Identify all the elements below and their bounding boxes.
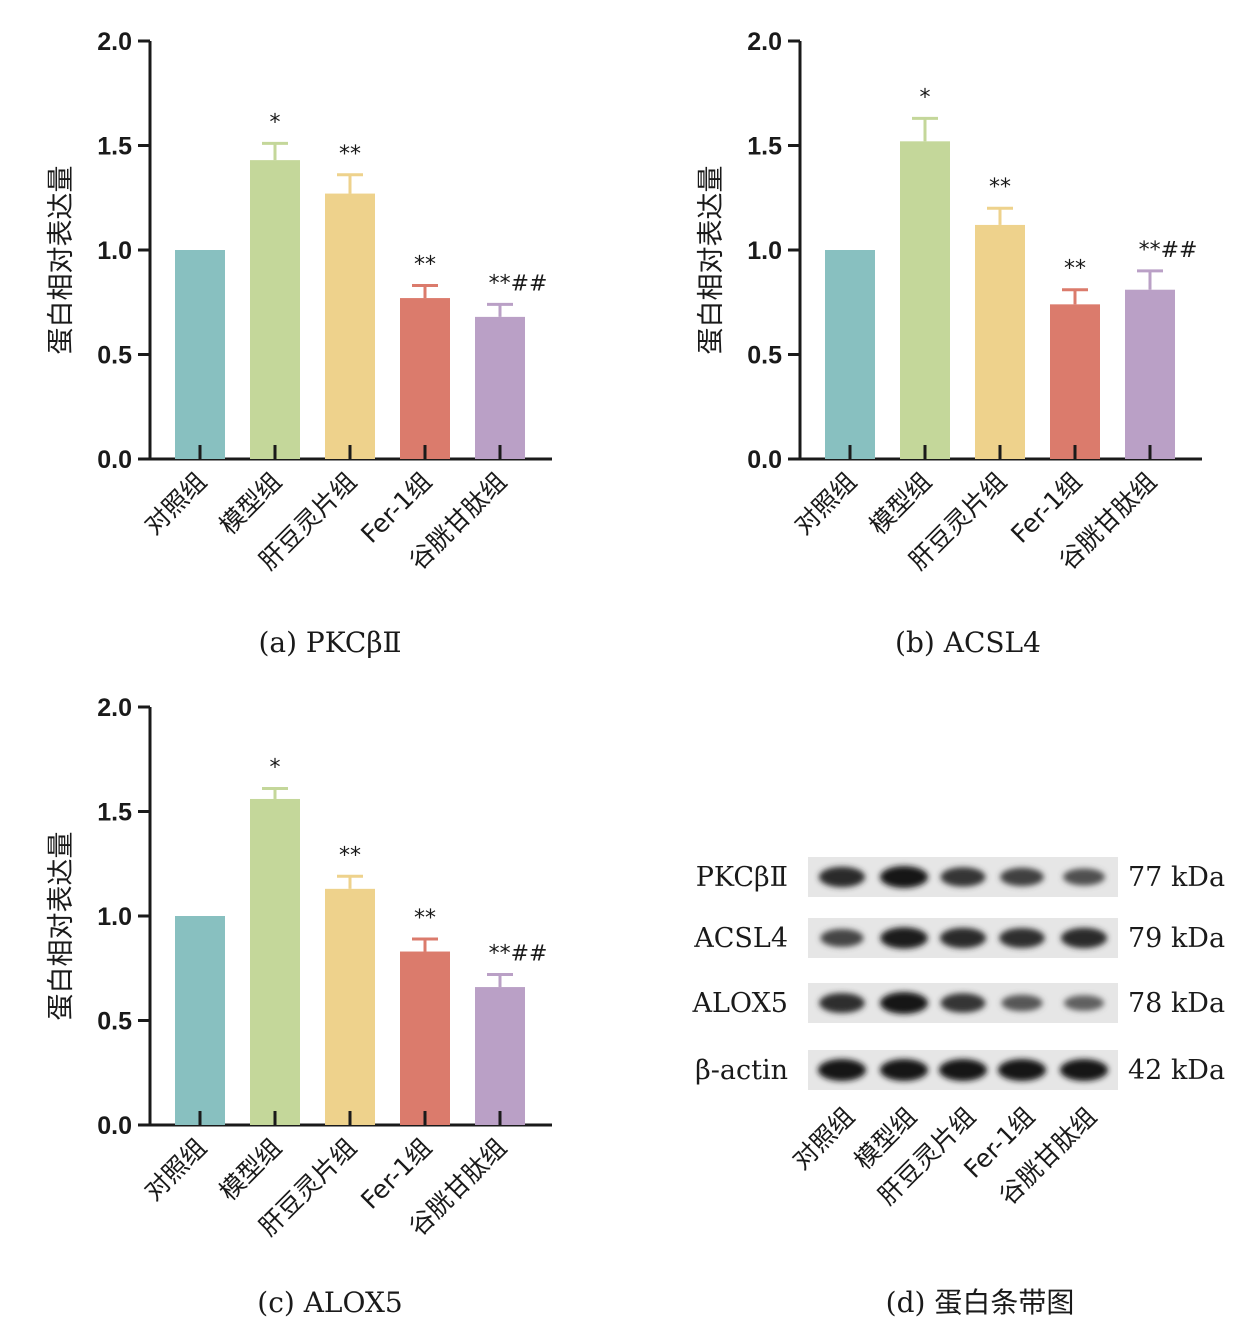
y-tick-label: 1.0 bbox=[97, 903, 132, 931]
blot-lane-label: 对照组 bbox=[787, 1102, 861, 1176]
chart-panel-0: 0.00.51.01.52.0蛋白相对表达量对照组*模型组**肝豆灵片组**Fe… bbox=[46, 28, 552, 659]
y-axis-label: 蛋白相对表达量 bbox=[46, 166, 77, 355]
bar-4 bbox=[475, 987, 525, 1125]
y-tick-label: 1.0 bbox=[97, 237, 132, 265]
y-tick-label: 0.5 bbox=[97, 1008, 132, 1036]
y-tick-label: 2.0 bbox=[97, 28, 132, 56]
blot-protein-label: ALOX5 bbox=[692, 988, 789, 1019]
panel-caption: (a) PKCβⅡ bbox=[258, 626, 401, 659]
blot-protein-label: PKCβⅡ bbox=[696, 862, 788, 893]
y-tick-label: 1.5 bbox=[97, 799, 132, 827]
x-tick-label: 对照组 bbox=[139, 1133, 213, 1207]
x-tick-label: 对照组 bbox=[789, 467, 863, 541]
blot-size-label: 79 kDa bbox=[1128, 923, 1225, 954]
bar-0 bbox=[175, 916, 225, 1125]
y-tick-label: 2.0 bbox=[97, 694, 132, 722]
significance-label: ** bbox=[339, 843, 361, 868]
y-tick-label: 1.5 bbox=[97, 133, 132, 161]
blot-size-label: 78 kDa bbox=[1128, 988, 1225, 1019]
blot-band bbox=[1063, 868, 1105, 886]
y-axis-label: 蛋白相对表达量 bbox=[696, 166, 727, 355]
blot-band bbox=[998, 1059, 1046, 1081]
blot-protein-label: ACSL4 bbox=[693, 923, 788, 954]
blot-band bbox=[818, 866, 866, 888]
bar-4 bbox=[475, 316, 525, 459]
bar-1 bbox=[900, 141, 950, 459]
bar-3 bbox=[400, 951, 450, 1125]
y-tick-label: 0.5 bbox=[747, 342, 782, 370]
blot-band bbox=[880, 992, 928, 1014]
significance-label: ** bbox=[414, 906, 436, 931]
panel-caption: (c) ALOX5 bbox=[257, 1286, 402, 1319]
x-tick-label: 模型组 bbox=[864, 467, 938, 541]
blot-band bbox=[1001, 994, 1043, 1012]
y-tick-label: 0.0 bbox=[97, 1112, 132, 1140]
bar-2 bbox=[325, 888, 375, 1125]
significance-label: ** bbox=[1064, 257, 1086, 282]
bar-2 bbox=[975, 224, 1025, 459]
bar-4 bbox=[1125, 289, 1175, 459]
y-tick-label: 1.0 bbox=[747, 237, 782, 265]
blot-size-label: 77 kDa bbox=[1128, 862, 1225, 893]
chart-panel-2: 0.00.51.01.52.0蛋白相对表达量对照组*模型组**肝豆灵片组**Fe… bbox=[46, 694, 552, 1319]
blot-band bbox=[939, 1059, 987, 1081]
chart-panel-1: 0.00.51.01.52.0蛋白相对表达量对照组*模型组**肝豆灵片组**Fe… bbox=[696, 28, 1202, 659]
x-tick-label: 对照组 bbox=[139, 467, 213, 541]
blot-band bbox=[818, 1059, 866, 1081]
bar-2 bbox=[325, 193, 375, 459]
panel-caption: (d) 蛋白条带图 bbox=[886, 1286, 1075, 1319]
blot-band bbox=[820, 928, 864, 948]
x-tick-label: 模型组 bbox=[214, 467, 288, 541]
blot-band bbox=[1060, 1059, 1108, 1081]
blot-protein-label: β-actin bbox=[695, 1055, 788, 1086]
x-tick-label: 模型组 bbox=[214, 1133, 288, 1207]
blot-band bbox=[940, 993, 986, 1013]
y-tick-label: 0.0 bbox=[747, 446, 782, 474]
y-tick-label: 0.0 bbox=[97, 446, 132, 474]
bar-1 bbox=[250, 798, 300, 1125]
y-tick-label: 1.5 bbox=[747, 133, 782, 161]
significance-label: ** bbox=[414, 253, 436, 278]
blot-size-label: 42 kDa bbox=[1128, 1055, 1225, 1086]
bar-0 bbox=[825, 250, 875, 459]
blot-band bbox=[999, 927, 1045, 949]
blot-band bbox=[880, 1059, 928, 1081]
blot-band bbox=[880, 866, 928, 888]
significance-label: * bbox=[270, 756, 281, 781]
blot-band bbox=[819, 992, 865, 1014]
blot-band bbox=[940, 867, 986, 887]
blot-band bbox=[1060, 927, 1108, 949]
blot-band bbox=[1063, 995, 1105, 1011]
bar-0 bbox=[175, 250, 225, 459]
bar-3 bbox=[1050, 304, 1100, 459]
blot-band bbox=[939, 927, 987, 949]
significance-label: * bbox=[920, 85, 931, 110]
panel-caption: (b) ACSL4 bbox=[895, 626, 1041, 659]
y-tick-label: 2.0 bbox=[747, 28, 782, 56]
significance-label: ** bbox=[339, 142, 361, 167]
significance-label: ** bbox=[989, 175, 1011, 200]
significance-label: **## bbox=[489, 942, 548, 967]
significance-label: * bbox=[270, 110, 281, 135]
significance-label: **## bbox=[489, 271, 548, 296]
blot-band bbox=[880, 927, 928, 949]
bar-3 bbox=[400, 298, 450, 459]
significance-label: **## bbox=[1139, 238, 1198, 263]
blot-band bbox=[1000, 867, 1044, 887]
y-tick-label: 0.5 bbox=[97, 342, 132, 370]
bar-1 bbox=[250, 160, 300, 459]
blot-panel: PKCβⅡ 77 kDa ACSL4 79 kDa ALOX5 78 kDa β-actin… bbox=[692, 857, 1225, 1319]
y-axis-label: 蛋白相对表达量 bbox=[46, 832, 77, 1021]
